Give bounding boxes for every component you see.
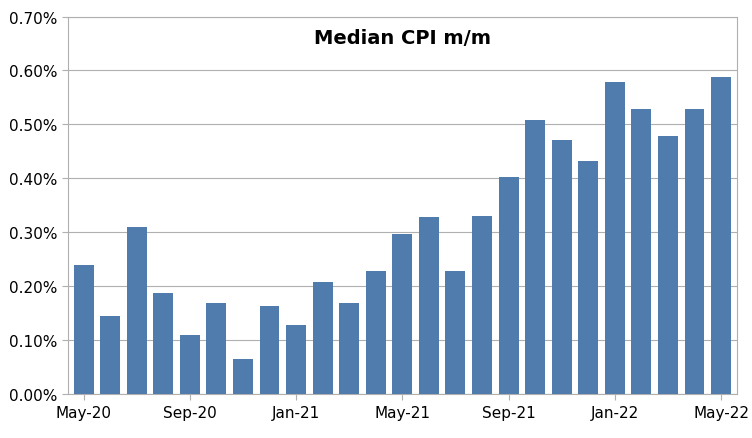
Bar [578, 162, 598, 394]
Bar [525, 121, 545, 394]
Bar [472, 217, 492, 394]
Bar [100, 316, 120, 394]
Bar [313, 283, 332, 394]
Bar [207, 304, 226, 394]
Bar [74, 265, 93, 394]
Bar [632, 110, 651, 394]
Bar [259, 307, 280, 394]
Bar [393, 234, 412, 394]
Bar [711, 78, 731, 394]
Text: Median CPI m/m: Median CPI m/m [314, 29, 491, 48]
Bar [684, 110, 705, 394]
Bar [658, 137, 678, 394]
Bar [605, 83, 625, 394]
Bar [499, 178, 519, 394]
Bar [419, 218, 439, 394]
Bar [365, 272, 386, 394]
Bar [233, 359, 253, 394]
Bar [445, 272, 465, 394]
Bar [127, 227, 147, 394]
Bar [552, 140, 572, 394]
Bar [286, 325, 306, 394]
Bar [180, 335, 200, 394]
Bar [153, 293, 173, 394]
Bar [339, 304, 359, 394]
